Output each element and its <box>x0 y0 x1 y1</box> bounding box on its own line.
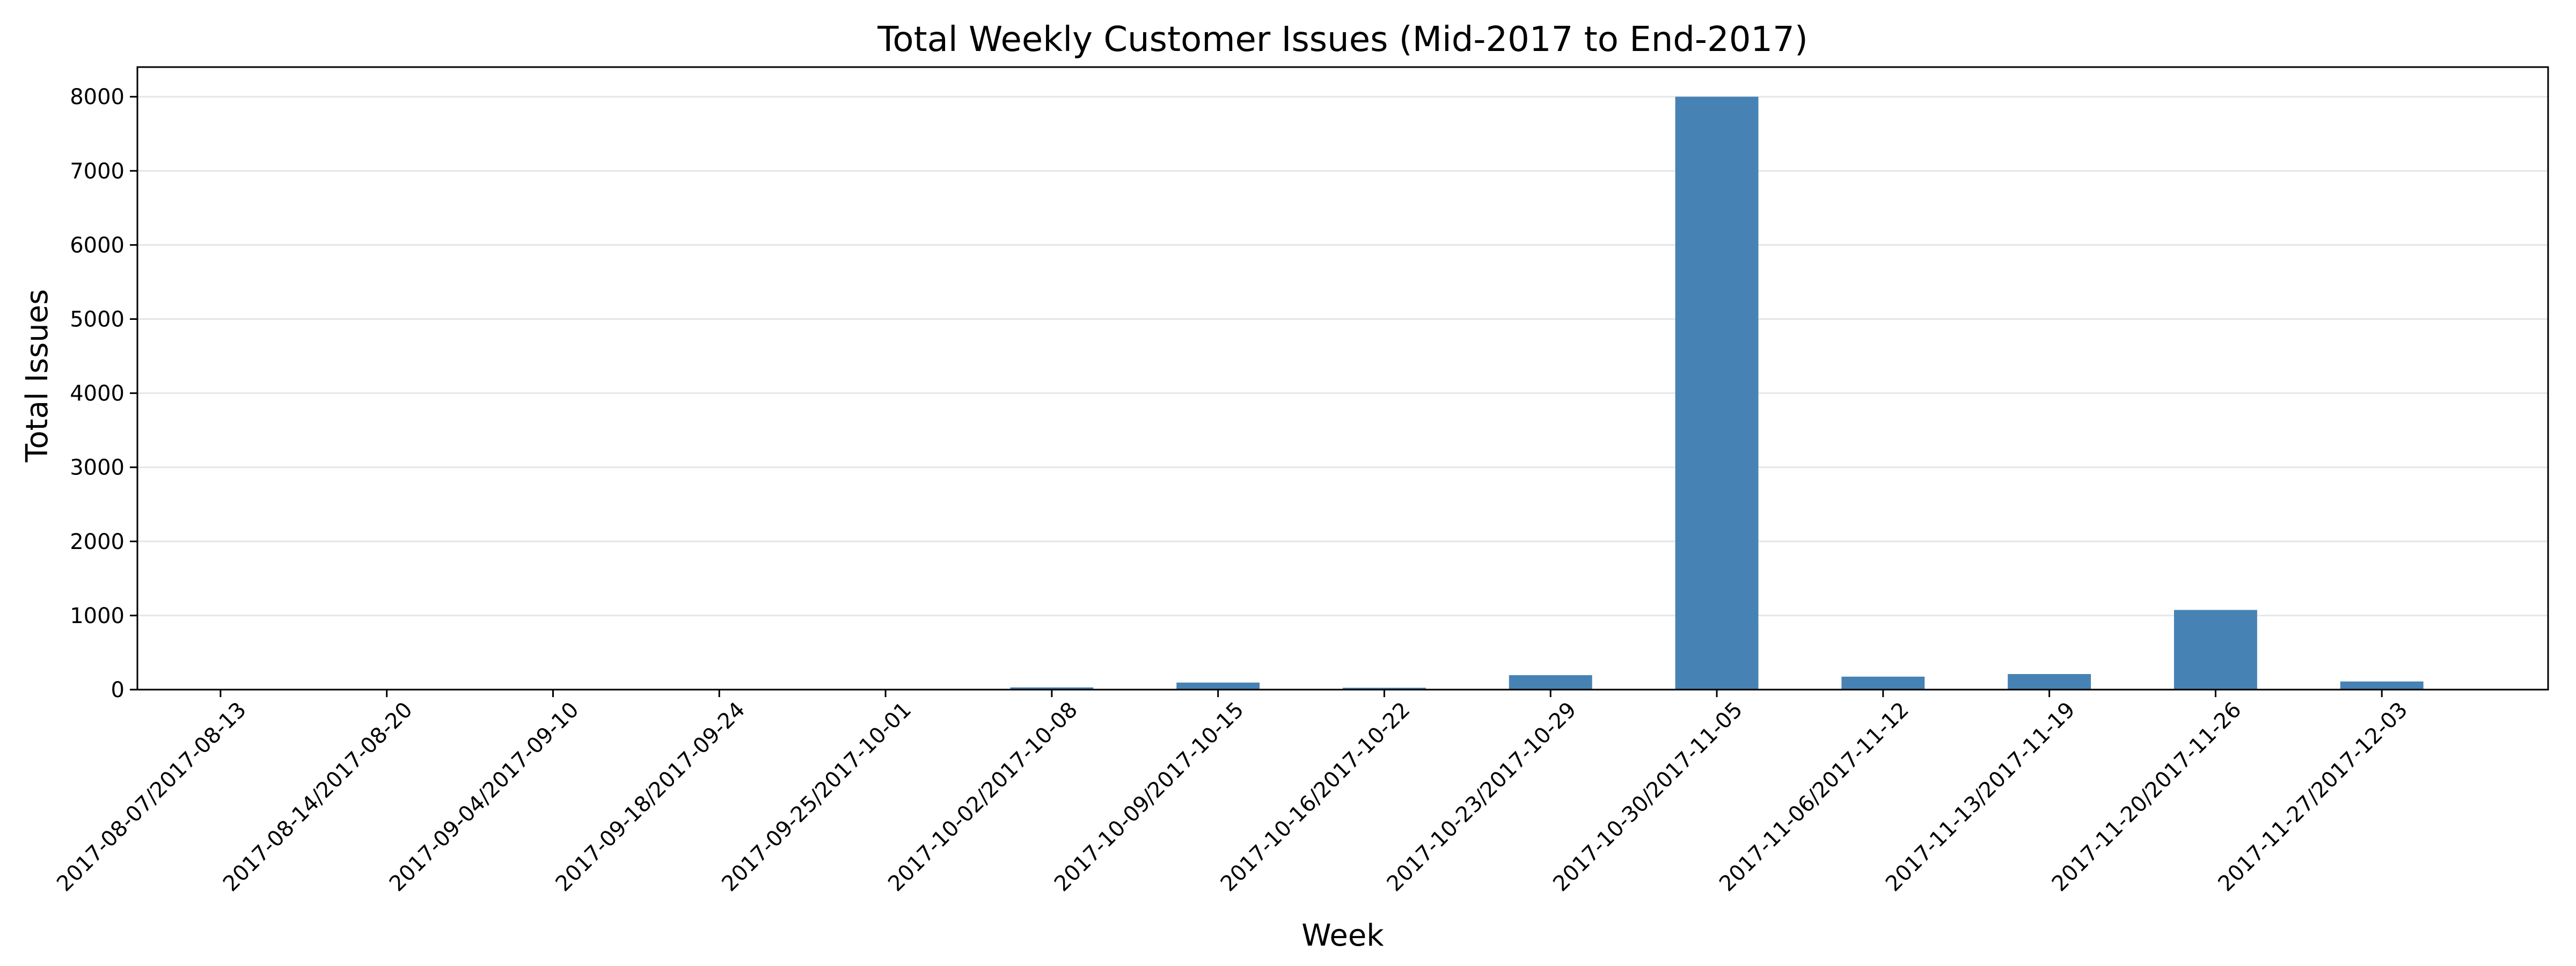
x-tick-label: 2017-10-02/2017-10-08 <box>883 698 1082 897</box>
x-tick-label: 2017-11-06/2017-11-12 <box>1715 698 1914 897</box>
x-tick-label: 2017-10-30/2017-11-05 <box>1548 698 1747 897</box>
y-tick-label: 3000 <box>70 456 125 480</box>
x-tick-label: 2017-11-20/2017-11-26 <box>2047 698 2246 897</box>
y-tick-label: 7000 <box>70 159 125 184</box>
x-axis-ticks: 2017-08-07/2017-08-132017-08-14/2017-08-… <box>52 690 2412 896</box>
bar <box>1509 675 1592 690</box>
chart-title: Total Weekly Customer Issues (Mid-2017 t… <box>877 20 1808 60</box>
y-tick-label: 8000 <box>70 85 125 109</box>
bar <box>1176 682 1260 690</box>
y-tick-label: 4000 <box>70 382 125 406</box>
x-axis-label: Week <box>1301 918 1384 953</box>
x-tick-label: 2017-10-09/2017-10-15 <box>1050 698 1249 897</box>
x-tick-label: 2017-09-04/2017-09-10 <box>385 698 584 897</box>
bar <box>1343 687 1426 690</box>
plot-frame <box>136 66 2549 691</box>
y-tick-label: 2000 <box>70 530 125 554</box>
bars <box>179 97 2424 690</box>
x-tick-label: 2017-08-07/2017-08-13 <box>52 698 251 897</box>
y-axis-ticks: 0 1000 2000 3000 4000 5000 6000 7000 8000 <box>70 85 137 702</box>
x-tick-label: 2017-11-27/2017-12-03 <box>2213 698 2412 897</box>
x-tick-label: 2017-10-16/2017-10-22 <box>1216 698 1415 897</box>
x-tick-label: 2017-11-13/2017-11-19 <box>1881 698 2080 897</box>
y-axis-label: Total Issues <box>20 289 55 463</box>
y-tick-label: 0 <box>111 678 125 702</box>
bar <box>1841 676 1925 690</box>
y-tick-label: 5000 <box>70 308 125 332</box>
bar <box>1675 97 1759 690</box>
bar <box>2008 674 2091 690</box>
x-tick-label: 2017-10-23/2017-10-29 <box>1382 698 1582 897</box>
y-tick-label: 6000 <box>70 233 125 258</box>
y-tick-label: 1000 <box>70 604 125 628</box>
bar <box>1010 687 1094 690</box>
bar <box>2340 681 2424 690</box>
x-tick-label: 2017-09-25/2017-10-01 <box>717 698 916 897</box>
x-tick-label: 2017-09-18/2017-09-24 <box>551 698 750 897</box>
gridlines <box>137 96 2548 617</box>
x-tick-label: 2017-08-14/2017-08-20 <box>218 698 418 897</box>
bar <box>2174 610 2257 690</box>
